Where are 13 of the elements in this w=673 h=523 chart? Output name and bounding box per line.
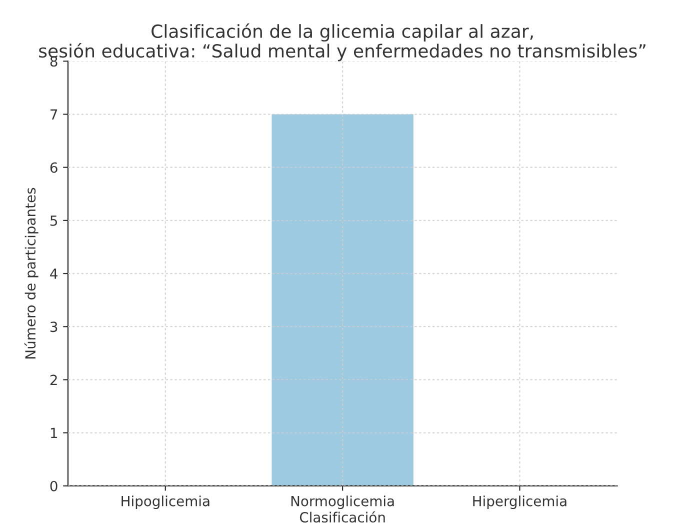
x-tick-label: Hipoglicemia — [122, 496, 210, 510]
y-tick-label: 1 — [50, 428, 57, 438]
y-tick-label: 2 — [50, 374, 57, 385]
y-tick-label: 7 — [50, 109, 58, 120]
y-tick-label: 3 — [50, 322, 58, 332]
y-tick-label: 5 — [50, 216, 58, 226]
x-axis-title: Clasificación — [300, 511, 385, 523]
y-tick-label: 0 — [50, 480, 58, 492]
x-tick-label: Hiperglicemia — [473, 496, 566, 510]
y-tick-label: 4 — [50, 268, 58, 279]
y-axis-title: Número de participantes — [24, 188, 38, 358]
x-tick-label: Normoglicemia — [291, 496, 394, 510]
y-tick-label: 6 — [50, 162, 58, 173]
